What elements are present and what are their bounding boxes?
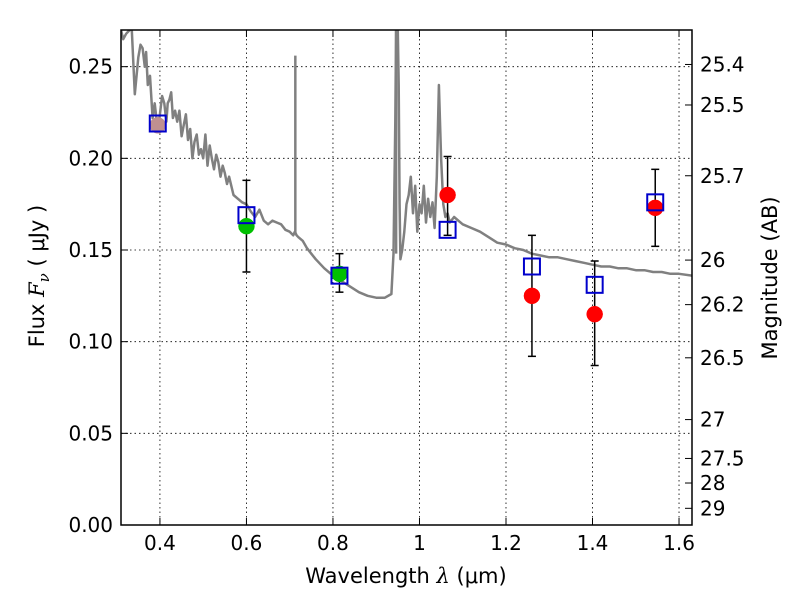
model-photometry-point	[237, 206, 256, 225]
right-tick-label: 25.5	[700, 93, 745, 117]
y-tick-label: 0.15	[68, 238, 113, 262]
right-tick-label: 25.7	[700, 164, 745, 188]
x-tick-label: 0.8	[317, 531, 349, 555]
right-tick-label: 25.4	[700, 52, 745, 76]
y-axis-label: Flux Fν ( μJy )	[25, 205, 53, 347]
right-tick-label: 26.2	[700, 293, 745, 317]
x-axis-label: Wavelength λ (μm)	[305, 564, 506, 588]
observed-point	[439, 186, 456, 204]
x-tick-label: 1.4	[577, 531, 609, 555]
model-photometry-point	[148, 114, 167, 133]
x-tick-label: 0.4	[144, 531, 176, 555]
model-spectrum	[121, 30, 692, 299]
x-tick-label: 1.6	[663, 531, 695, 555]
y-tick-label: 0.00	[68, 513, 113, 537]
model-photometry-point	[522, 257, 541, 276]
model-photometry-point	[646, 193, 665, 212]
right-axis-label: Magnitude (AB)	[758, 196, 782, 359]
right-tick-label: 28	[700, 471, 725, 495]
y-tick-label: 0.20	[68, 146, 113, 170]
y-tick-label: 0.10	[68, 330, 113, 354]
model-spectrum-line	[121, 30, 692, 299]
plot-frame	[120, 29, 693, 526]
data-points	[148, 114, 665, 323]
grid-lines	[121, 30, 692, 526]
observed-point	[646, 199, 664, 217]
axis-ticks	[121, 30, 692, 526]
right-tick-label: 27.5	[700, 446, 745, 470]
x-tick-label: 1.2	[490, 531, 522, 555]
y-tick-label: 0.25	[68, 55, 113, 79]
model-photometry-point	[585, 275, 604, 294]
model-photometry-point	[438, 220, 457, 239]
right-tick-label: 27	[700, 408, 725, 432]
observed-point	[523, 287, 541, 305]
right-tick-label: 26	[700, 248, 725, 272]
right-tick-label: 29	[700, 496, 725, 520]
right-tick-label: 26.5	[700, 346, 745, 370]
x-tick-label: 1	[413, 531, 426, 555]
y-tick-label: 0.05	[68, 421, 113, 445]
observed-point	[586, 305, 603, 323]
x-tick-label: 0.6	[231, 531, 263, 555]
model-photometry-point	[330, 266, 349, 285]
tick-labels: 0.4 0.6 0.8 1 1.2 1.4 1.6 0.00 0.05 0.10 0.15 0.20 0…	[68, 52, 744, 555]
observed-point	[238, 217, 255, 235]
